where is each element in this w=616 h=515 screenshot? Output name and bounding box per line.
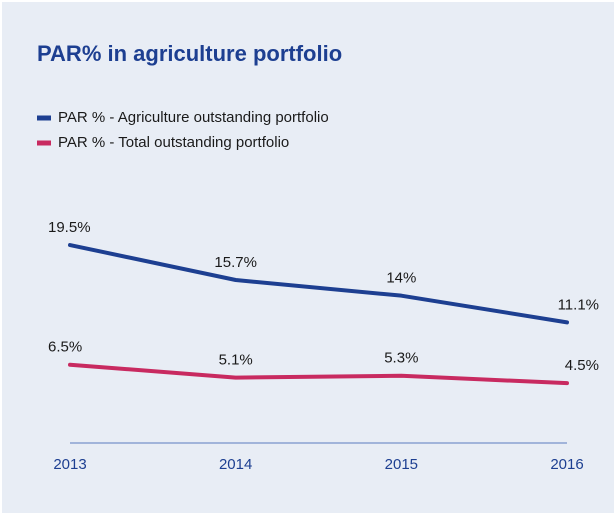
- data-label: 11.1%: [558, 296, 599, 313]
- legend-swatch: [37, 115, 51, 121]
- data-label: 19.5%: [48, 219, 91, 236]
- x-tick-label: 2016: [550, 456, 583, 473]
- line: [68, 362, 569, 386]
- data-label: 4.5%: [565, 357, 599, 374]
- data-label: 5.1%: [219, 352, 253, 369]
- line: [68, 243, 569, 325]
- data-label: 5.3%: [384, 350, 418, 367]
- data-label: 14%: [386, 270, 416, 287]
- chart-title: PAR% in agriculture portfolio: [37, 41, 342, 66]
- x-tick-label: 2013: [53, 456, 86, 473]
- x-tick-label: 2014: [219, 456, 252, 473]
- legend-label: PAR % - Agriculture outstanding portfoli…: [58, 109, 329, 126]
- data-label: 6.5%: [48, 339, 82, 356]
- x-tick-label: 2015: [385, 456, 418, 473]
- legend-swatch: [37, 140, 51, 146]
- legend-label: PAR % - Total outstanding portfolio: [58, 134, 289, 151]
- data-label: 15.7%: [214, 254, 257, 271]
